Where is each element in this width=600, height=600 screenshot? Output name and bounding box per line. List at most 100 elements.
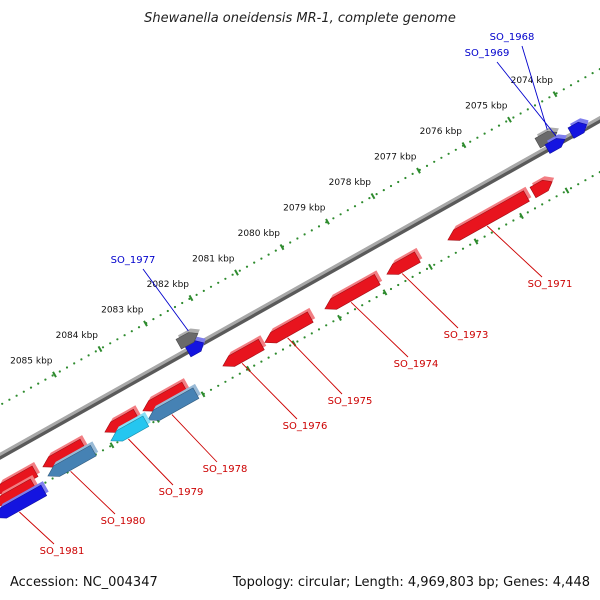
outer-ring-dot (375, 193, 378, 196)
gene-so-1981 (0, 481, 49, 519)
inner-ring-dot (440, 259, 443, 262)
outer-ring-dot (505, 120, 508, 123)
outer-tick-ring (1, 68, 600, 405)
tick-label: 2084 kbp (56, 331, 99, 341)
gene-label: SO_1971 (528, 279, 573, 290)
outer-ring-dot (166, 309, 169, 313)
outer-ring-dot (195, 293, 198, 296)
outer-ring-dot (202, 289, 205, 292)
inner-ring-dot (303, 336, 306, 339)
outer-ring-dot (497, 124, 501, 127)
inner-ring-dot (483, 235, 486, 238)
outer-ring-dot (289, 241, 292, 244)
inner-major-tick (519, 212, 524, 220)
inner-ring-dot (584, 179, 587, 182)
outer-ring-dot (217, 281, 220, 284)
outer-ring-dot (303, 233, 306, 236)
gene-label-connector (287, 337, 343, 395)
inner-ring-dot (469, 243, 472, 246)
gene-label-connector (70, 470, 116, 515)
gene-label: SO_1977 (111, 255, 156, 266)
inner-ring-dot (267, 356, 270, 359)
inner-ring-dot (389, 287, 393, 291)
outer-major-tick (370, 193, 376, 200)
inner-ring-dot (447, 255, 450, 258)
inner-ring-dot (310, 332, 313, 335)
outer-ring-dot (433, 160, 436, 163)
gene-so-1971 (447, 186, 532, 241)
outer-major-tick (97, 345, 103, 353)
outer-ring-dot (332, 217, 335, 220)
outer-ring-dot (260, 257, 263, 260)
outer-ring-dot (188, 297, 191, 300)
outer-ring-dot (44, 378, 47, 381)
outer-ring-dot (116, 338, 119, 341)
inner-ring-dot (569, 187, 573, 190)
inner-major-tick (473, 238, 479, 245)
inner-ring-dot (296, 340, 299, 343)
inner-ring-dot (425, 267, 429, 270)
outer-ring-dot (569, 84, 573, 87)
outer-ring-dot (483, 132, 486, 135)
gene-label: SO_1973 (444, 330, 489, 341)
inner-ring-dot (109, 445, 112, 448)
gene-feature (567, 118, 589, 139)
gene-so-1979 (110, 412, 151, 442)
inner-ring-dot (512, 219, 515, 222)
inner-ring-dot (325, 324, 328, 327)
outer-ring-dot (555, 92, 558, 95)
inner-ring-dot (454, 251, 457, 254)
outer-ring-dot (519, 112, 522, 115)
outer-ring-dot (245, 265, 249, 268)
outer-ring-dot (137, 326, 141, 329)
outer-ring-dot (346, 209, 349, 212)
inner-ring-dot (209, 388, 213, 391)
inner-ring-dot (497, 227, 501, 230)
outer-ring-dot (51, 374, 54, 377)
inner-ring-dot (505, 223, 508, 226)
outer-ring-dot (1, 402, 4, 405)
inner-ring-dot (461, 247, 465, 250)
gene-label-connector (521, 45, 548, 130)
inner-ring-dot (152, 421, 155, 424)
outer-ring-dot (548, 96, 551, 99)
outer-ring-dot (130, 330, 133, 333)
gene-label-connector (401, 273, 459, 329)
outer-ring-dot (440, 156, 443, 159)
outer-ring-dot (181, 301, 184, 305)
outer-ring-dot (22, 390, 25, 393)
genome-backbone (0, 115, 600, 460)
tick-label: 2077 kbp (374, 153, 417, 163)
inner-ring-dot (375, 296, 378, 299)
outer-ring-dot (368, 197, 371, 200)
gene-label: SO_1978 (203, 464, 248, 475)
gene-label-connector (496, 61, 557, 137)
tick-label: 2081 kbp (192, 255, 235, 265)
gene-label-connector (486, 225, 543, 278)
outer-ring-dot (58, 370, 61, 373)
inner-major-tick (564, 187, 570, 194)
tick-label: 2085 kbp (10, 357, 53, 367)
outer-ring-dot (173, 305, 177, 309)
outer-ring-dot (404, 176, 407, 180)
inner-ring-dot (368, 300, 371, 303)
inner-ring-dot (404, 279, 407, 283)
gene-label-connector (350, 301, 409, 358)
outer-ring-dot (361, 201, 364, 204)
outer-ring-dot (533, 104, 537, 107)
outer-ring-dot (562, 88, 565, 91)
scale-tick-labels: 2074 kbp 2075 kbp 2076 kbp 2077 kbp 2078 kbp… (10, 76, 553, 366)
tick-label: 2080 kbp (238, 229, 281, 239)
gene-so-1976 (222, 335, 267, 367)
inner-ring-dot (433, 263, 436, 266)
inner-ring-dot (562, 191, 565, 194)
inner-major-tick (337, 314, 342, 321)
inner-ring-dot (411, 275, 414, 278)
gene-label-connector (142, 268, 189, 332)
outer-ring-dot (152, 318, 155, 321)
inner-ring-dot (533, 207, 537, 210)
outer-ring-dot (73, 362, 76, 365)
outer-ring-dot (29, 386, 33, 389)
outer-ring-dot (584, 76, 587, 79)
